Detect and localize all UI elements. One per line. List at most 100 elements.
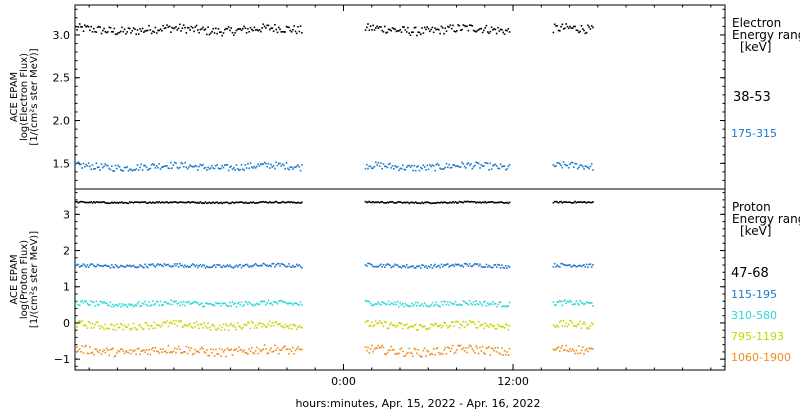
data-point	[380, 26, 382, 28]
data-point	[96, 350, 99, 353]
data-point	[393, 265, 395, 267]
data-point	[274, 167, 276, 170]
y-tick-label: 2.0	[53, 115, 71, 128]
data-point	[571, 265, 574, 268]
data-point	[567, 300, 570, 303]
data-point	[402, 26, 404, 28]
data-point	[470, 200, 472, 203]
data-point	[271, 351, 274, 353]
data-point	[411, 352, 413, 355]
data-point	[409, 265, 412, 268]
data-point	[211, 201, 213, 204]
data-point	[251, 28, 253, 31]
data-point	[134, 304, 136, 306]
data-point	[109, 267, 112, 269]
data-point	[502, 202, 504, 204]
data-point	[235, 201, 238, 204]
data-point	[139, 201, 141, 204]
data-point	[166, 24, 168, 26]
data-point	[150, 348, 153, 351]
data-point	[404, 354, 407, 357]
data-point	[293, 324, 295, 326]
data-point	[588, 347, 590, 350]
data-point	[94, 31, 96, 33]
data-point	[131, 327, 134, 330]
data-point	[409, 34, 412, 36]
data-point	[381, 265, 383, 268]
data-point	[435, 347, 438, 350]
data-point	[298, 166, 301, 168]
data-point	[371, 167, 373, 170]
data-point	[146, 202, 149, 204]
data-point	[243, 25, 245, 28]
data-point	[439, 353, 441, 356]
data-point	[120, 168, 122, 171]
data-point	[217, 202, 220, 205]
data-point	[170, 265, 172, 268]
data-point	[485, 162, 488, 164]
data-point	[215, 328, 217, 331]
data-point	[242, 264, 244, 267]
data-point	[262, 300, 265, 303]
data-point	[76, 29, 78, 31]
data-point	[402, 327, 404, 330]
data-point	[483, 301, 485, 303]
data-point	[449, 167, 452, 169]
data-point	[414, 169, 417, 172]
data-point	[589, 325, 592, 327]
data-point	[506, 168, 508, 170]
data-point	[400, 323, 403, 325]
data-point	[203, 29, 206, 31]
data-point	[565, 164, 567, 167]
data-point	[159, 300, 162, 303]
data-point	[396, 201, 399, 203]
data-point	[412, 201, 414, 204]
data-point	[167, 26, 170, 28]
data-point	[279, 323, 281, 325]
data-point	[126, 326, 128, 328]
data-point	[262, 323, 265, 325]
data-point	[445, 303, 448, 306]
data-point	[270, 325, 272, 327]
data-point	[143, 201, 145, 203]
data-point	[207, 322, 209, 325]
data-point	[434, 354, 436, 356]
data-point	[122, 202, 125, 204]
data-point	[256, 264, 258, 266]
data-point	[236, 168, 239, 170]
data-point	[583, 303, 585, 306]
data-point	[113, 170, 116, 172]
data-point	[129, 201, 131, 203]
data-point	[190, 347, 193, 349]
data-point	[233, 167, 235, 169]
data-point	[116, 304, 118, 306]
data-point	[431, 353, 434, 355]
data-point	[412, 265, 414, 267]
data-point	[84, 165, 86, 168]
data-point	[186, 168, 189, 170]
data-point	[501, 28, 503, 31]
data-point	[90, 25, 92, 28]
data-point	[463, 200, 466, 203]
data-point	[100, 32, 103, 35]
data-point	[423, 302, 426, 304]
data-point	[418, 202, 421, 204]
data-point	[590, 201, 593, 204]
data-point	[375, 347, 377, 349]
data-point	[125, 33, 127, 35]
data-point	[103, 165, 105, 168]
data-point	[148, 168, 150, 170]
data-point	[506, 305, 508, 308]
data-point	[438, 264, 440, 267]
data-point	[78, 304, 81, 307]
data-point	[172, 350, 175, 353]
data-point	[141, 302, 144, 304]
data-point	[91, 164, 94, 166]
data-point	[185, 32, 188, 34]
data-point	[278, 202, 280, 204]
data-point	[421, 355, 423, 358]
data-point	[290, 166, 293, 168]
data-point	[431, 324, 434, 326]
data-point	[377, 27, 380, 29]
data-point	[476, 327, 479, 329]
